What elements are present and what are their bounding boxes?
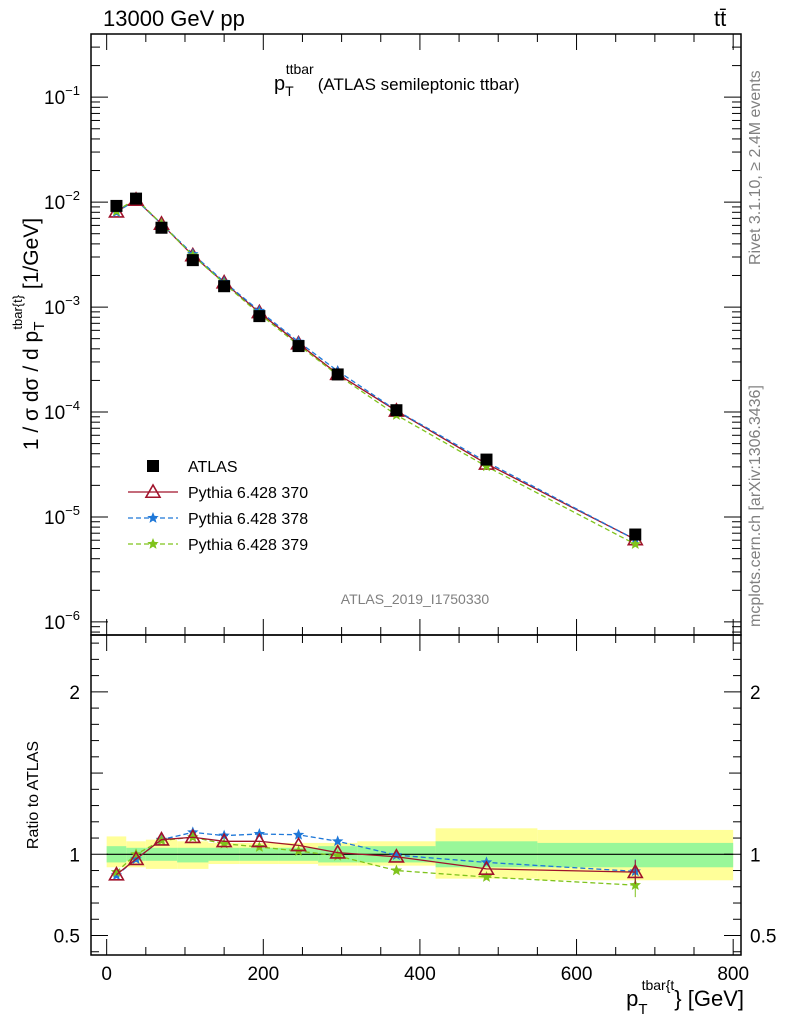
y-tick-exponent: −3 <box>65 293 80 308</box>
ratio-point-py370 <box>153 831 170 846</box>
y-tick-exponent: −4 <box>65 398 80 413</box>
x-axis-label-rest: } [GeV] <box>674 986 744 1011</box>
plot-title: pTttbar(ATLAS semileptonic ttbar) <box>274 61 520 99</box>
ratio-marks <box>106 826 734 898</box>
legend-label-data: ATLAS <box>188 459 238 476</box>
ratio-point-py370 <box>626 863 644 879</box>
ratio-point-py370 <box>388 848 405 863</box>
y-tick-label: 10−6 <box>44 608 80 634</box>
mcplots-label: mcplots.cern.ch [arXiv:1306.3436] <box>747 385 764 627</box>
x-axis-label: pTtbar{t} [GeV] <box>626 977 744 1018</box>
point-data <box>331 368 344 381</box>
ratio-y-axis-label: Ratio to ATLAS <box>25 741 42 849</box>
ratio-point-py379 <box>629 879 641 891</box>
upper-axes: 10−6 10−5 10−4 10−3 10−2 10−1 <box>44 33 741 635</box>
upper-marks <box>108 191 644 550</box>
x-tick-label: 200 <box>247 964 279 985</box>
legend-label-py370: Pythia 6.428 370 <box>188 485 308 502</box>
energy-label: 13000 GeV pp <box>103 6 245 31</box>
point-data <box>186 254 199 267</box>
plot-title-superscript: ttbar <box>286 61 314 77</box>
legend-label-py378: Pythia 6.428 378 <box>188 511 308 528</box>
x-axis-label-symbol: p <box>626 986 638 1011</box>
ratio-line-py370 <box>116 836 636 876</box>
y-tick-label: 10−3 <box>44 293 80 319</box>
point-py379 <box>629 538 641 550</box>
y-tick-label: 10−1 <box>44 83 80 109</box>
ratio-point-py378 <box>110 869 123 881</box>
rivet-version-label: Rivet 3.1.10, ≥ 2.4M events <box>747 70 764 265</box>
point-py379 <box>480 460 493 472</box>
point-data <box>155 221 168 234</box>
ratio-point-py378 <box>331 835 344 847</box>
ratio-point-py378 <box>292 828 305 840</box>
ratio-point-py370 <box>478 860 495 875</box>
y-tick-exponent: −2 <box>65 188 80 203</box>
x-tick-label: 400 <box>404 964 436 985</box>
ratio-point-py378 <box>390 849 403 860</box>
ratio-point-py370 <box>250 832 268 848</box>
plot-title-symbol: p <box>274 73 285 95</box>
legend-marker-py370 <box>144 483 162 499</box>
point-data <box>130 192 143 205</box>
x-axis-label-subscript: T <box>638 1001 647 1018</box>
ratio-y-tick-label-right: 2 <box>750 683 761 704</box>
ratio-point-py370 <box>329 844 347 859</box>
ratio-point-py379 <box>331 849 344 861</box>
ratio-y-tick-label: 2 <box>69 683 80 704</box>
ratio-point-py379 <box>390 864 403 876</box>
y-tick-exponent: −1 <box>65 83 80 98</box>
ratio-point-py370 <box>184 828 202 844</box>
ratio-panel: 0.5 0.5 1 1 2 2 0 200 400 600 800 Ratio to ATLAS p… <box>25 634 776 1018</box>
point-data <box>480 453 493 466</box>
ratio-point-py379 <box>480 871 493 882</box>
x-tick-label: 0 <box>101 964 112 985</box>
y-tick-exponent: −6 <box>65 608 80 623</box>
legend-marker-py379 <box>147 538 159 549</box>
ratio-y-tick-label-right: 1 <box>750 845 761 866</box>
y-tick-label: 10−4 <box>44 398 80 424</box>
ratio-point-py370 <box>215 832 233 848</box>
analysis-id-label: ATLAS_2019_I1750330 <box>341 591 490 607</box>
ratio-point-py379 <box>218 837 230 849</box>
point-data <box>218 280 231 293</box>
series-line-py378 <box>116 199 636 541</box>
band-inner <box>177 847 209 863</box>
ratio-point-py370 <box>290 836 307 852</box>
legend: ATLAS Pythia 6.428 370 Pythia 6.428 378 Pyt… <box>128 459 308 554</box>
point-data <box>253 310 266 323</box>
x-tick-label: 600 <box>561 964 593 985</box>
ratio-axes: 0.5 0.5 1 1 2 2 0 200 400 600 800 <box>54 635 776 985</box>
point-data <box>110 199 123 212</box>
y-tick-label: 10−5 <box>44 503 80 529</box>
legend-label-py379: Pythia 6.428 379 <box>188 537 308 554</box>
x-tick-label: 800 <box>717 964 749 985</box>
process-label: tt̄ <box>714 6 726 31</box>
point-data <box>292 340 305 353</box>
upper-panel: 10−6 10−5 10−4 10−3 10−2 10−1 pTttbar(ATLAS s… <box>10 33 742 636</box>
point-data <box>629 528 642 541</box>
ratio-y-tick-label-right: 0.5 <box>750 927 776 948</box>
ratio-frame <box>90 634 742 956</box>
legend-marker-data <box>147 460 159 472</box>
ratio-y-tick-label: 0.5 <box>54 927 80 948</box>
y-tick-label: 10−2 <box>44 188 80 214</box>
plot-title-subscript: T <box>285 83 294 99</box>
ratio-point-py370 <box>108 865 125 881</box>
plot-title-rest: (ATLAS semileptonic ttbar) <box>318 75 520 94</box>
y-tick-exponent: −5 <box>65 503 80 518</box>
ratio-point-py370 <box>127 850 145 866</box>
ratio-point-py379 <box>110 866 123 878</box>
x-axis-label-superscript: tbar{t <box>642 977 675 993</box>
legend-marker-py378 <box>147 512 159 523</box>
ratio-y-tick-label: 1 <box>69 845 80 866</box>
upper-y-axis-label: 1 / σ dσ / d pTtbar{t} [1/GeV] <box>10 218 48 450</box>
point-data <box>390 404 403 417</box>
